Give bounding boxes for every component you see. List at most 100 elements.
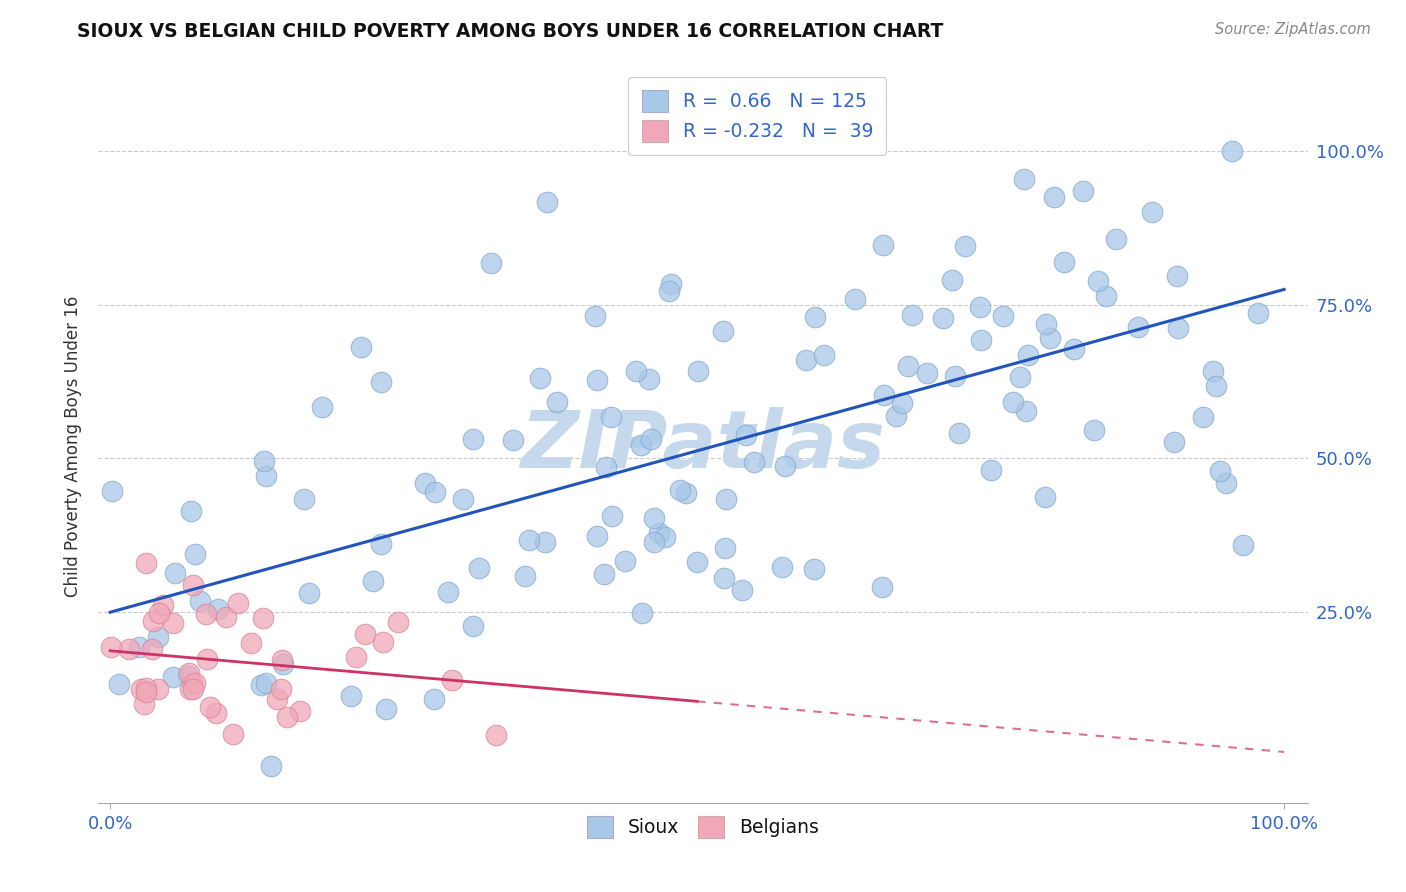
Point [969,300,991,314]
Point [176,669,198,683]
Point [165,566,187,581]
Point [1220,144,1243,158]
Point [468,561,491,575]
Point [713,324,735,338]
Point [184,547,207,561]
Point [592,566,614,581]
Point [198,699,221,714]
Point [688,364,710,378]
Point [630,606,652,620]
Point [599,410,621,425]
Point [1205,379,1227,393]
Point [135,681,157,695]
Point [643,535,665,549]
Point [370,376,392,390]
Point [194,607,217,621]
Point [288,704,311,718]
Point [129,681,152,696]
Point [254,676,277,690]
Point [373,635,395,649]
Point [595,460,617,475]
Point [517,533,540,548]
Point [142,614,165,628]
Point [1015,404,1038,418]
Point [350,340,373,354]
Point [270,681,292,696]
Text: Source: ZipAtlas.com: Source: ZipAtlas.com [1215,22,1371,37]
Point [991,309,1014,323]
Point [128,640,150,654]
Point [135,556,157,570]
Point [638,372,661,386]
Point [1167,321,1189,335]
Point [266,691,288,706]
Point [461,432,484,446]
Point [583,309,606,323]
Point [1140,205,1163,219]
Point [188,594,211,608]
Point [917,367,939,381]
Point [901,308,924,322]
Point [215,610,238,624]
Point [1105,232,1128,246]
Point [1042,190,1064,204]
Point [734,428,756,442]
Point [353,627,375,641]
Point [1033,491,1056,505]
Point [441,673,464,688]
Point [1017,348,1039,362]
Point [207,602,229,616]
Point [479,256,502,270]
Point [536,195,558,210]
Point [1208,464,1230,478]
Point [586,529,609,543]
Point [195,652,218,666]
Text: SIOUX VS BELGIAN CHILD POVERTY AMONG BOYS UNDER 16 CORRELATION CHART: SIOUX VS BELGIAN CHILD POVERTY AMONG BOY… [77,22,943,41]
Point [731,582,754,597]
Point [870,580,893,594]
Point [742,455,765,469]
Point [659,277,682,291]
Point [1163,434,1185,449]
Point [1232,538,1254,552]
Point [1012,172,1035,186]
Point [423,484,446,499]
Point [1087,275,1109,289]
Point [896,359,918,374]
Point [146,630,169,644]
Point [648,525,671,540]
Point [451,492,474,507]
Point [658,284,681,298]
Point [311,400,333,414]
Point [546,394,568,409]
Point [276,710,298,724]
Point [361,574,384,589]
Point [107,677,129,691]
Point [271,657,294,672]
Point [773,459,796,474]
Point [534,534,557,549]
Point [630,438,652,452]
Point [794,353,817,368]
Point [179,665,201,680]
Point [162,615,184,630]
Point [387,615,409,629]
Point [461,619,484,633]
Point [100,640,122,654]
Point [180,504,202,518]
Point [1126,320,1149,334]
Point [179,681,201,696]
Point [260,759,283,773]
Point [1247,306,1270,320]
Point [941,273,963,287]
Point [249,678,271,692]
Point [437,584,460,599]
Point [1008,369,1031,384]
Point [152,598,174,612]
Point [162,670,184,684]
Point [770,559,793,574]
Point [714,491,737,506]
Point [253,453,276,467]
Point [600,508,623,523]
Point [184,675,207,690]
